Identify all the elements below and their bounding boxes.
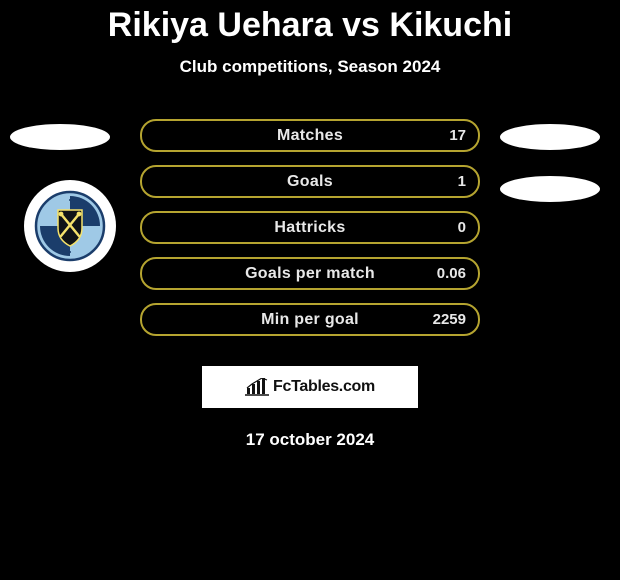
decor-oval-top-right	[500, 124, 600, 150]
page-title: Rikiya Uehara vs Kikuchi	[0, 0, 620, 45]
stat-label: Goals per match	[245, 265, 375, 283]
date-line: 17 october 2024	[0, 430, 620, 450]
stat-label: Hattricks	[274, 219, 345, 237]
stat-value: 0	[458, 219, 466, 236]
jubilo-iwata-crest-icon	[34, 190, 106, 262]
stat-row: Matches 17	[140, 119, 480, 152]
bar-chart-icon	[245, 378, 269, 396]
stat-label: Goals	[287, 173, 333, 191]
decor-oval-mid-right	[500, 176, 600, 202]
club-badge-ring	[24, 180, 116, 272]
stat-row: Goals per match 0.06	[140, 257, 480, 290]
stat-value: 17	[449, 127, 466, 144]
stat-value: 2259	[433, 311, 466, 328]
stat-row: Goals 1	[140, 165, 480, 198]
stat-label: Min per goal	[261, 311, 359, 329]
brand-box: FcTables.com	[202, 366, 418, 408]
subtitle: Club competitions, Season 2024	[0, 57, 620, 77]
stat-value: 1	[458, 173, 466, 190]
stat-row: Hattricks 0	[140, 211, 480, 244]
brand-text: FcTables.com	[273, 378, 375, 396]
stat-row: Min per goal 2259	[140, 303, 480, 336]
decor-oval-top-left	[10, 124, 110, 150]
club-badge	[24, 180, 116, 272]
stat-value: 0.06	[437, 265, 466, 282]
stat-label: Matches	[277, 127, 343, 145]
